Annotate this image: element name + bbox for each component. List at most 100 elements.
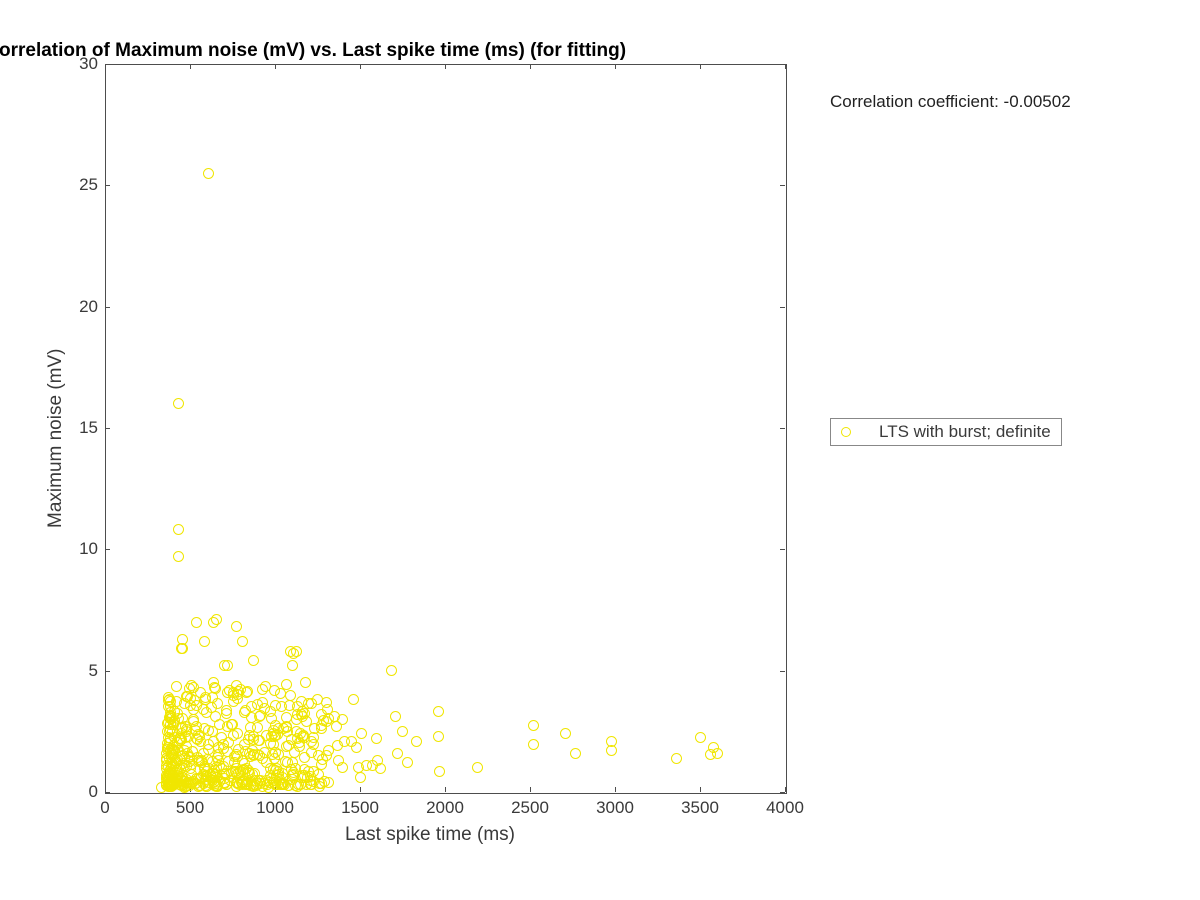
data-point — [528, 739, 539, 750]
data-point — [275, 688, 286, 699]
data-point — [472, 762, 483, 773]
y-tick — [105, 671, 110, 672]
x-tick — [785, 64, 786, 69]
data-point — [695, 732, 706, 743]
x-axis-label: Last spike time (ms) — [345, 824, 515, 846]
y-tick — [780, 64, 785, 65]
y-tick-label: 20 — [60, 297, 98, 317]
data-point — [208, 617, 219, 628]
data-point — [173, 524, 184, 535]
data-point — [203, 744, 214, 755]
data-point — [219, 660, 230, 671]
data-point — [337, 762, 348, 773]
data-point — [392, 748, 403, 759]
data-point — [528, 720, 539, 731]
data-point — [300, 677, 311, 688]
data-point — [195, 773, 206, 784]
data-point — [276, 701, 287, 712]
x-tick-label: 500 — [160, 798, 220, 818]
data-point — [232, 778, 243, 789]
data-point — [671, 753, 682, 764]
data-point — [208, 677, 219, 688]
y-tick-label: 15 — [60, 418, 98, 438]
legend-marker-icon — [841, 427, 851, 437]
y-tick — [780, 428, 785, 429]
x-tick-label: 3500 — [670, 798, 730, 818]
y-axis-label: Maximum noise (mV) — [45, 349, 67, 528]
data-point — [232, 728, 243, 739]
x-tick — [445, 787, 446, 792]
data-point — [196, 755, 207, 766]
data-point — [312, 694, 323, 705]
x-tick — [615, 787, 616, 792]
data-point — [268, 764, 279, 775]
data-point — [289, 747, 300, 758]
data-point — [292, 781, 303, 792]
correlation-coefficient-label: Correlation coefficient: -0.00502 — [830, 92, 1071, 112]
data-point — [201, 707, 212, 718]
data-point — [171, 696, 182, 707]
data-point — [371, 733, 382, 744]
data-point — [240, 705, 251, 716]
y-tick — [105, 428, 110, 429]
data-point — [212, 781, 223, 792]
y-tick — [105, 307, 110, 308]
data-point — [348, 694, 359, 705]
data-point — [316, 709, 327, 720]
x-tick — [700, 64, 701, 69]
y-tick — [105, 549, 110, 550]
data-point — [203, 725, 214, 736]
data-point — [185, 700, 196, 711]
legend: LTS with burst; definite — [830, 418, 1062, 446]
x-tick-label: 1500 — [330, 798, 390, 818]
y-tick — [780, 549, 785, 550]
x-tick-label: 2000 — [415, 798, 475, 818]
y-tick-label: 0 — [60, 782, 98, 802]
data-point — [712, 748, 723, 759]
data-point — [163, 742, 174, 753]
data-point — [221, 705, 232, 716]
y-tick — [105, 792, 110, 793]
data-point — [252, 722, 263, 733]
data-point — [292, 733, 303, 744]
data-point — [397, 726, 408, 737]
x-tick — [360, 787, 361, 792]
data-point — [280, 756, 291, 767]
y-tick — [105, 185, 110, 186]
x-tick — [530, 64, 531, 69]
data-point — [259, 747, 270, 758]
y-tick — [105, 64, 110, 65]
y-tick-label: 30 — [60, 54, 98, 74]
data-point — [351, 742, 362, 753]
data-point — [223, 737, 234, 748]
y-tick — [780, 307, 785, 308]
data-point — [235, 684, 246, 695]
data-point — [337, 714, 348, 725]
x-tick — [615, 64, 616, 69]
x-tick — [700, 787, 701, 792]
data-point — [306, 747, 317, 758]
data-point — [173, 398, 184, 409]
x-tick — [530, 787, 531, 792]
data-point — [171, 757, 182, 768]
x-tick — [360, 64, 361, 69]
data-point — [291, 646, 302, 657]
x-tick — [445, 64, 446, 69]
data-point — [411, 736, 422, 747]
data-point — [321, 750, 332, 761]
x-tick-label: 3000 — [585, 798, 645, 818]
data-point — [255, 778, 266, 789]
x-tick-label: 4000 — [755, 798, 815, 818]
data-point — [163, 779, 174, 790]
y-tick-label: 25 — [60, 175, 98, 195]
data-point — [173, 551, 184, 562]
data-point — [199, 636, 210, 647]
data-point — [355, 772, 366, 783]
x-tick-label: 2500 — [500, 798, 560, 818]
data-point — [171, 681, 182, 692]
data-point — [287, 660, 298, 671]
y-tick — [780, 792, 785, 793]
data-point — [223, 756, 234, 767]
legend-label: LTS with burst; definite — [879, 422, 1051, 442]
data-point — [433, 731, 444, 742]
